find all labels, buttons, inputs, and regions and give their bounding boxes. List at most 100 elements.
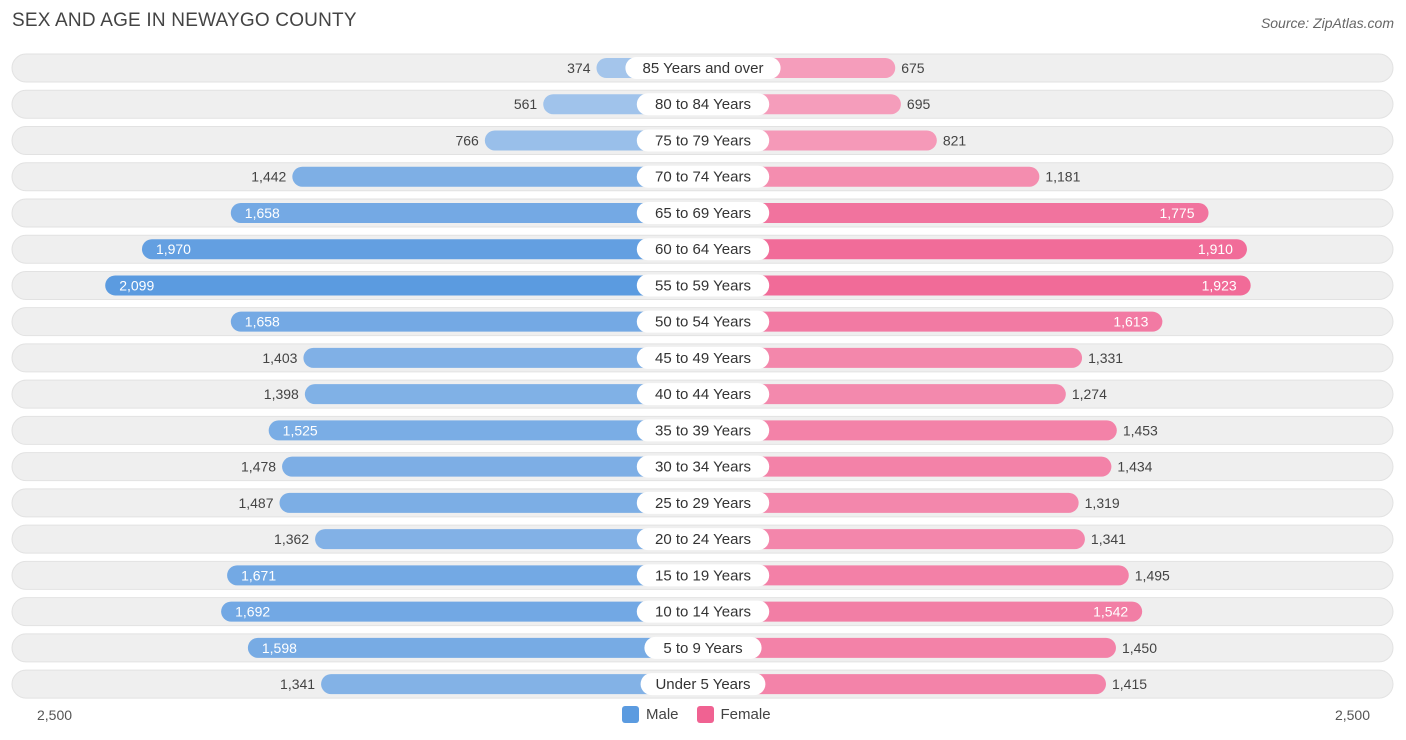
category-label: 40 to 44 Years [655, 386, 751, 403]
female-value-label: 1,434 [1117, 459, 1152, 475]
male-bar [227, 565, 714, 586]
category-label-pill [640, 673, 766, 696]
male-bar [303, 347, 713, 368]
chart-title: SEX AND AGE IN NEWAYGO COUNTY [12, 10, 357, 31]
male-value-label: 1,970 [156, 241, 191, 257]
category-label: 50 to 54 Years [655, 314, 751, 331]
legend-item-female: Female [696, 706, 771, 723]
male-value-label: 1,442 [251, 169, 286, 185]
category-label: 45 to 49 Years [655, 350, 751, 367]
category-label-pill [636, 491, 770, 514]
female-value-label: 1,415 [1112, 676, 1147, 692]
male-value-label: 2,099 [119, 277, 154, 293]
category-label-pill [636, 238, 770, 261]
male-bar [292, 166, 713, 187]
female-value-label: 1,775 [1159, 205, 1194, 221]
legend-swatch-female [696, 706, 714, 723]
category-label-pill [636, 600, 770, 623]
category-label: 60 to 64 Years [655, 241, 751, 258]
female-value-label: 1,613 [1113, 314, 1148, 330]
male-value-label: 1,487 [238, 495, 273, 511]
male-bar [221, 601, 713, 622]
female-value-label: 1,453 [1123, 422, 1158, 438]
male-bar [315, 529, 713, 550]
female-value-label: 1,910 [1198, 241, 1233, 257]
category-label-pill [636, 419, 770, 442]
category-label: 85 Years and over [643, 60, 764, 77]
category-label-pill [636, 528, 770, 551]
male-bar [321, 674, 713, 695]
female-value-label: 695 [907, 96, 931, 112]
female-bar [693, 529, 1085, 550]
female-bar [693, 239, 1247, 260]
category-label: 55 to 59 Years [655, 277, 751, 294]
category-label: 15 to 19 Years [655, 567, 751, 584]
female-bar [693, 347, 1083, 368]
male-value-label: 1,671 [241, 567, 276, 583]
male-bar [141, 239, 714, 260]
female-value-label: 675 [901, 60, 925, 76]
male-bar [105, 275, 713, 296]
category-label-pill [636, 93, 770, 116]
male-bar [230, 202, 713, 223]
category-label: 70 to 74 Years [655, 169, 751, 186]
male-value-label: 374 [567, 60, 591, 76]
male-value-label: 1,398 [264, 386, 299, 402]
category-label: 75 to 79 Years [655, 132, 751, 149]
female-value-label: 821 [943, 132, 967, 148]
male-value-label: 561 [514, 96, 538, 112]
female-bar [693, 384, 1066, 405]
category-label-pill [625, 57, 781, 79]
category-label: Under 5 Years [655, 676, 750, 693]
male-bar [279, 492, 713, 513]
category-label: 20 to 24 Years [655, 531, 751, 548]
female-bar [693, 637, 1116, 658]
category-label-pill [644, 636, 762, 659]
legend-swatch-male [622, 706, 639, 723]
female-bar [693, 166, 1040, 187]
source-label: Source: ZipAtlas.com [1260, 15, 1394, 31]
female-bar [693, 492, 1079, 513]
category-label-pill [636, 455, 770, 478]
category-label: 10 to 14 Years [655, 604, 751, 621]
category-label: 5 to 9 Years [663, 640, 742, 657]
female-bar [693, 202, 1209, 223]
axis-label-right: 2,500 [1334, 707, 1370, 723]
axis-label-left: 2,500 [37, 707, 73, 723]
female-bar [693, 456, 1112, 477]
female-value-label: 1,274 [1072, 386, 1107, 402]
category-label-pill [636, 201, 770, 224]
male-bar [282, 456, 713, 477]
category-label-pill [636, 274, 770, 297]
male-value-label: 766 [455, 132, 479, 148]
category-label: 65 to 69 Years [655, 205, 751, 222]
category-label-pill [636, 346, 770, 369]
legend-label-female: Female [720, 706, 771, 723]
male-value-label: 1,341 [280, 676, 315, 692]
male-value-label: 1,478 [241, 459, 276, 475]
category-label-pill [636, 165, 770, 188]
female-value-label: 1,495 [1135, 567, 1170, 583]
category-label-pill [636, 564, 770, 587]
male-value-label: 1,598 [262, 640, 297, 656]
male-value-label: 1,403 [262, 350, 297, 366]
female-value-label: 1,331 [1088, 350, 1123, 366]
female-bar [693, 275, 1251, 296]
female-value-label: 1,319 [1085, 495, 1120, 511]
male-bar [268, 420, 713, 441]
category-label-pill [636, 310, 770, 333]
category-label-pill [636, 383, 770, 406]
male-value-label: 1,658 [245, 314, 280, 330]
male-value-label: 1,658 [245, 205, 280, 221]
female-bar [693, 420, 1117, 441]
female-value-label: 1,181 [1045, 169, 1080, 185]
female-bar [693, 674, 1106, 695]
male-bar [230, 311, 713, 332]
legend-item-male: Male [622, 706, 679, 723]
category-label: 30 to 34 Years [655, 459, 751, 476]
category-label: 35 to 39 Years [655, 422, 751, 439]
female-value-label: 1,923 [1202, 277, 1237, 293]
male-bar [304, 384, 713, 405]
female-value-label: 1,450 [1122, 640, 1157, 656]
